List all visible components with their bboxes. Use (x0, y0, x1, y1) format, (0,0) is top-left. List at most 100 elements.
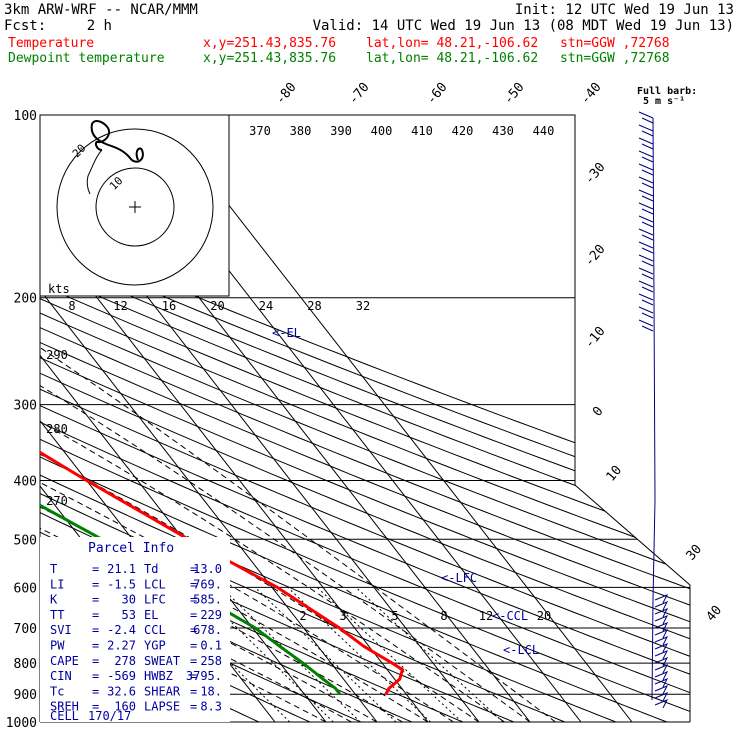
isotherm-label: -80 (273, 80, 300, 108)
isobar-label-700: 700 (14, 622, 37, 637)
dry-adiabat-label: 270 (46, 494, 68, 508)
parcel-key: CCL (144, 623, 166, 637)
isotherm-label: -40 (578, 80, 605, 108)
dry-adiabat-line (40, 115, 690, 722)
isobar-label-1000: 1000 (6, 716, 37, 731)
dry-adiabat-label: 290 (46, 348, 68, 362)
parcel-key: SVI (50, 623, 72, 637)
barb-legend-line1: Full barb: (637, 86, 697, 97)
parcel-equals: = (92, 684, 99, 698)
parcel-equals: = (92, 669, 99, 683)
hodograph-kts-label: kts (48, 282, 70, 296)
wind-barb (654, 594, 669, 604)
dewpoint-stn: stn=GGW ,72768 (560, 51, 670, 66)
isotherm-label: 40 (704, 603, 726, 625)
parcel-value: 160 (114, 700, 136, 714)
wind-barb (638, 189, 654, 202)
wind-barb (638, 280, 654, 293)
wind-barbs (638, 111, 669, 709)
parcel-key: HWBZ (144, 669, 173, 683)
wind-barb (654, 615, 669, 625)
theta-label: 390 (330, 124, 352, 138)
dry-adiabat-line (40, 115, 690, 722)
wind-barb (638, 267, 654, 280)
temperature-trace (40, 115, 405, 695)
fcst-label: Fcst: (4, 18, 46, 34)
isobar-label-100: 100 (14, 109, 37, 124)
mixing-ratio-line (254, 586, 397, 722)
parcel-cell-label: CELL (50, 709, 79, 723)
parcel-value: 769. (193, 577, 222, 591)
isotherm-label: 30 (684, 542, 706, 564)
isotherm-line (40, 115, 378, 722)
wind-barb (638, 293, 654, 306)
dewpoint-label: Dewpoint temperature (8, 51, 165, 66)
isobar-label-900: 900 (14, 688, 37, 703)
dry-adiabat-line (40, 115, 690, 722)
barb-legend: Full barb: 5 m s⁻¹ (637, 86, 697, 107)
parcel-value: 3795. (186, 669, 222, 683)
parcel-equals: = (190, 669, 197, 683)
theta-label: 420 (452, 124, 474, 138)
wind-barb (638, 202, 654, 215)
theta-label: 410 (411, 124, 433, 138)
parcel-equals: = (190, 608, 197, 622)
isobar-labels: 100 200 300 400 500 600 700 800 900 1000 (6, 109, 37, 731)
parcel-value: 258 (200, 654, 222, 668)
level-annotations: <-EL <-LFC <-CCL <-LCL (272, 326, 539, 657)
parcel-equals: = (190, 684, 197, 698)
isobar-label-800: 800 (14, 657, 37, 672)
dry-adiabat-line (40, 115, 690, 722)
parcel-value: 278 (114, 654, 136, 668)
wind-barb (638, 241, 654, 254)
isotherm-label: -20 (582, 242, 609, 270)
moist-adiabat-line (40, 297, 429, 722)
dry-adiabat-line (40, 115, 690, 722)
speed-scale-label: 32 (356, 299, 370, 313)
wind-barb (638, 215, 654, 228)
isotherm-line (40, 115, 429, 722)
dry-adiabat-line (40, 115, 668, 722)
parcel-equals: = (92, 608, 99, 622)
parcel-key: LAPSE (144, 700, 180, 714)
parcel-key: Td (144, 562, 158, 576)
isotherm-label: -50 (501, 80, 528, 108)
parcel-equals: = (190, 639, 197, 653)
parcel-equals: = (190, 623, 197, 637)
wind-barb (654, 601, 669, 611)
parcel-equals: = (190, 562, 197, 576)
parcel-key: K (50, 593, 58, 607)
parcel-key: EL (144, 608, 158, 622)
parcel-key: LFC (144, 593, 166, 607)
isobar-label-200: 200 (14, 292, 37, 307)
parcel-equals: = (92, 593, 99, 607)
dry-adiabat-line (40, 115, 690, 722)
parcel-equals: = (92, 562, 99, 576)
wind-barb (638, 254, 654, 267)
wind-barb (654, 622, 669, 632)
parcel-value: 18. (200, 684, 222, 698)
parcel-value: 585. (193, 593, 222, 607)
wind-barb (638, 137, 654, 150)
parcel-key: CIN (50, 669, 72, 683)
theta-label: 430 (492, 124, 514, 138)
parcel-equals: = (190, 700, 197, 714)
parcel-equals: = (190, 654, 197, 668)
wind-barb (638, 228, 654, 241)
dry-adiabat-line (40, 115, 690, 722)
dry-adiabat-line (40, 115, 690, 722)
isotherm-label: -10 (582, 324, 609, 352)
dry-adiabat-label: 280 (46, 422, 68, 436)
wind-barb (638, 306, 654, 319)
wind-barb (654, 608, 669, 618)
dry-adiabat-line (40, 115, 690, 722)
dewpoint-latlon: lat,lon= 48.21,-106.62 (366, 51, 538, 66)
valid-time: Valid: 14 UTC Wed 19 Jun 13 (08 MDT Wed … (313, 18, 734, 34)
dry-adiabat-line (40, 115, 362, 722)
parcel-key: YGP (144, 639, 166, 653)
ccl-marker: <-CCL (492, 609, 528, 623)
parcel-key: SREH (50, 700, 79, 714)
wind-barb (654, 678, 669, 688)
isotherm-line (40, 115, 327, 722)
wind-staff-axis (651, 117, 656, 701)
